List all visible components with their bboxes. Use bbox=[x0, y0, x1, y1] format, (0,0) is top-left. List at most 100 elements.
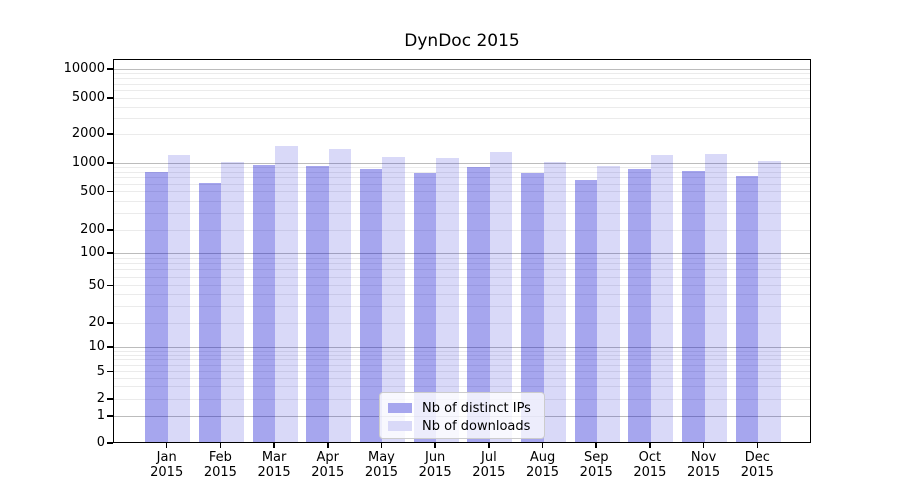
gridline-minor bbox=[114, 377, 810, 379]
x-tick-label: Jan 2015 bbox=[150, 450, 184, 480]
legend-item-downloads: Nb of downloads bbox=[388, 417, 536, 435]
y-tick-label: 0 bbox=[96, 435, 105, 450]
gridline-minor bbox=[114, 306, 810, 308]
gridline-minor bbox=[114, 117, 810, 119]
x-tick bbox=[756, 443, 759, 448]
y-tick-label: 50 bbox=[88, 277, 105, 293]
gridline-minor bbox=[114, 212, 810, 214]
x-tick bbox=[541, 443, 544, 448]
bar-distinct-ips-sep bbox=[574, 179, 598, 442]
y-tick-label: 5 bbox=[96, 363, 105, 379]
gridline-minor bbox=[114, 183, 810, 185]
gridline-minor bbox=[114, 371, 810, 373]
x-tick bbox=[434, 443, 436, 448]
bar-downloads-mar bbox=[275, 146, 298, 442]
bar-downloads-sep bbox=[597, 165, 620, 442]
gridline-minor bbox=[114, 171, 810, 173]
gridline-minor bbox=[114, 350, 810, 352]
legend: Nb of distinct IPs Nb of downloads bbox=[379, 392, 545, 439]
gridline-major bbox=[114, 68, 810, 70]
x-tick bbox=[219, 443, 222, 448]
x-tick bbox=[649, 443, 651, 448]
x-tick bbox=[702, 443, 705, 448]
legend-label-downloads: Nb of downloads bbox=[422, 418, 531, 434]
y-tick bbox=[107, 133, 113, 135]
bar-downloads-jun bbox=[436, 158, 459, 442]
gridline-minor bbox=[114, 200, 810, 202]
x-tick bbox=[273, 443, 275, 448]
x-tick bbox=[595, 443, 597, 448]
gridline-minor bbox=[114, 83, 810, 85]
bar-downloads-jan bbox=[167, 155, 191, 442]
y-tick-label: 500 bbox=[80, 183, 105, 199]
y-tick-label: 20 bbox=[88, 315, 105, 331]
bar-distinct-ips-aug bbox=[521, 173, 544, 442]
gridline-minor bbox=[114, 354, 810, 356]
plot-area: Nb of distinct IPs Nb of downloads bbox=[113, 59, 811, 443]
x-tick bbox=[488, 443, 490, 448]
gridline-minor bbox=[114, 73, 810, 75]
x-tick-label: Dec 2015 bbox=[740, 450, 774, 480]
gridline-minor bbox=[114, 285, 810, 287]
y-tick bbox=[107, 68, 113, 70]
y-tick bbox=[107, 442, 113, 444]
y-tick-label: 1000 bbox=[71, 155, 105, 171]
chart-title: DynDoc 2015 bbox=[404, 31, 520, 51]
y-tick bbox=[107, 252, 113, 254]
gridline-minor bbox=[114, 359, 810, 361]
bar-distinct-ips-dec bbox=[735, 176, 759, 442]
bar-distinct-ips-mar bbox=[252, 165, 276, 442]
y-tick-label: 1 bbox=[96, 408, 105, 423]
x-tick-label: Jun 2015 bbox=[418, 450, 452, 480]
x-tick-label: Sep 2015 bbox=[579, 450, 613, 480]
x-tick-label: Oct 2015 bbox=[633, 450, 667, 480]
gridline-major bbox=[114, 252, 810, 254]
bar-downloads-oct bbox=[650, 155, 674, 442]
x-tick-label: Jul 2015 bbox=[472, 450, 506, 480]
gridline-minor bbox=[114, 229, 810, 231]
gridline-minor bbox=[114, 167, 810, 169]
legend-swatch-distinct-ips bbox=[388, 403, 412, 413]
y-tick bbox=[107, 229, 113, 231]
y-tick-label: 10 bbox=[88, 339, 105, 355]
y-tick bbox=[107, 97, 113, 99]
y-tick-label: 5000 bbox=[71, 90, 105, 106]
x-tick-label: Nov 2015 bbox=[687, 450, 721, 480]
gridline-minor bbox=[114, 263, 810, 265]
bar-distinct-ips-apr bbox=[306, 166, 329, 442]
gridline-minor bbox=[114, 97, 810, 99]
x-tick bbox=[165, 443, 168, 448]
y-tick bbox=[107, 346, 113, 348]
x-tick-label: Feb 2015 bbox=[203, 450, 237, 480]
gridline-minor bbox=[114, 177, 810, 179]
y-tick bbox=[107, 162, 113, 164]
y-tick bbox=[107, 415, 113, 417]
gridline-minor bbox=[114, 386, 810, 388]
y-tick bbox=[107, 322, 113, 324]
bar-distinct-ips-oct bbox=[628, 169, 651, 442]
x-tick-label: Apr 2015 bbox=[311, 450, 345, 480]
bar-distinct-ips-feb bbox=[198, 183, 222, 442]
bar-distinct-ips-nov bbox=[682, 171, 705, 442]
bar-downloads-jul bbox=[489, 151, 513, 442]
bar-distinct-ips-jun bbox=[413, 173, 437, 442]
gridline-minor bbox=[114, 257, 810, 259]
x-tick bbox=[327, 443, 329, 448]
gridline-minor bbox=[114, 191, 810, 193]
y-tick-label: 2000 bbox=[71, 126, 105, 142]
x-tick-label: Aug 2015 bbox=[525, 450, 560, 480]
gridline-major bbox=[114, 346, 810, 348]
gridline-minor bbox=[114, 276, 810, 278]
gridline-minor bbox=[114, 78, 810, 80]
y-tick bbox=[107, 370, 113, 373]
bar-distinct-ips-jan bbox=[145, 172, 168, 442]
gridline-minor bbox=[114, 90, 810, 92]
bar-downloads-apr bbox=[328, 149, 352, 442]
bar-downloads-nov bbox=[704, 154, 728, 442]
x-tick bbox=[380, 443, 383, 448]
y-tick bbox=[107, 284, 113, 287]
gridline-minor bbox=[114, 364, 810, 366]
y-tick-label: 100 bbox=[80, 245, 105, 261]
gridline-minor bbox=[114, 133, 810, 135]
